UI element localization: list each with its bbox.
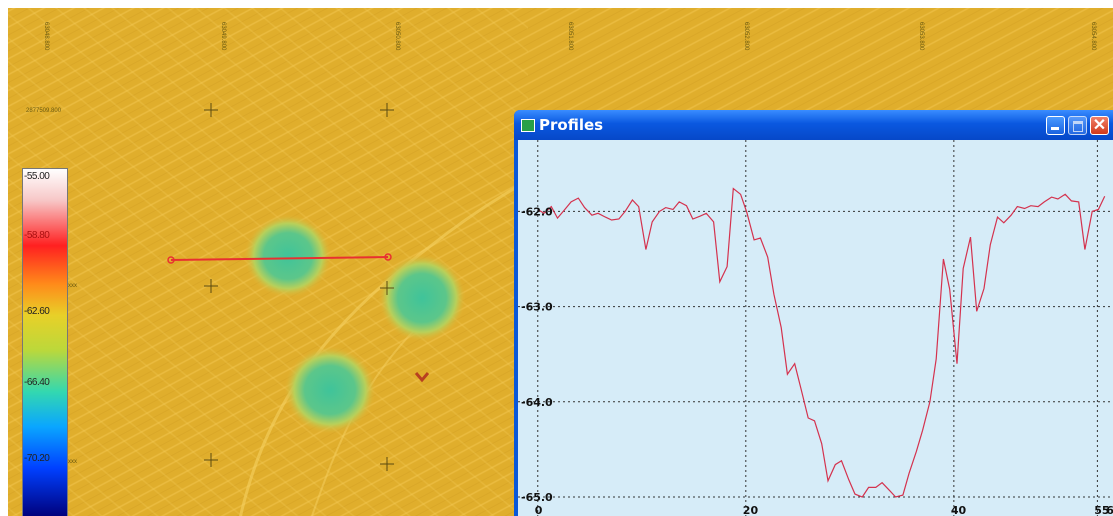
depression-spot (378, 254, 466, 342)
y-tick-label: -62.0 (521, 205, 553, 218)
marker-icon (414, 372, 430, 383)
profile-plot-area[interactable]: -62.0 -63.0 -64.0 -65.00 20 40 5561 (518, 140, 1113, 516)
x-tick-label: 61 (1106, 504, 1113, 516)
x-tick-label: 55 (1094, 504, 1109, 516)
easting-label: 63050.800 (394, 22, 400, 51)
colorbar-label: -55.00 (24, 171, 50, 182)
easting-label: 63054.800 (1090, 22, 1096, 51)
x-tick-label: 0 (535, 504, 543, 516)
colorbar-label: -70.20 (24, 453, 50, 464)
easting-label: 63053.800 (918, 22, 924, 51)
profile-series-line (537, 187, 1106, 498)
easting-label: 63052.800 (743, 22, 749, 51)
profile-chart: -62.0 -63.0 -64.0 -65.00 20 40 5561 (518, 140, 1113, 516)
chart-icon (521, 119, 535, 132)
profile-start-handle[interactable] (167, 256, 175, 264)
minimize-button[interactable] (1046, 116, 1065, 135)
profiles-title: Profiles (539, 116, 604, 134)
colorbar-label: -62.60 (24, 306, 50, 317)
colorbar-label: -58.80 (24, 230, 50, 241)
northing-label: xxx (68, 459, 77, 465)
x-tick-label: 20 (743, 504, 759, 516)
easting-label: 63049.800 (220, 22, 226, 51)
easting-label: 63048.800 (43, 22, 49, 51)
depression-spot (244, 214, 332, 298)
close-button[interactable]: ✕ (1090, 116, 1109, 135)
y-tick-label: -65.0 (521, 491, 553, 504)
depression-spot (284, 346, 376, 434)
x-tick-label: 40 (951, 504, 967, 516)
profiles-window[interactable]: Profiles ✕ -62.0 -63.0 -64.0 -65.00 20 40 5561 (514, 110, 1113, 516)
depth-colorbar (22, 168, 68, 516)
northing-label: xxx (68, 283, 77, 289)
northing-label: 2877509.800 (26, 108, 62, 114)
profiles-titlebar[interactable]: Profiles ✕ (514, 110, 1113, 140)
easting-label: 63051.800 (567, 22, 573, 51)
y-tick-label: -64.0 (521, 396, 553, 409)
profile-line[interactable] (167, 253, 392, 264)
y-tick-label: -63.0 (521, 301, 553, 314)
grid-crosshairs (204, 103, 394, 471)
profile-end-handle[interactable] (384, 253, 392, 261)
maximize-button[interactable] (1068, 116, 1087, 135)
colorbar-label: -66.40 (24, 377, 50, 388)
